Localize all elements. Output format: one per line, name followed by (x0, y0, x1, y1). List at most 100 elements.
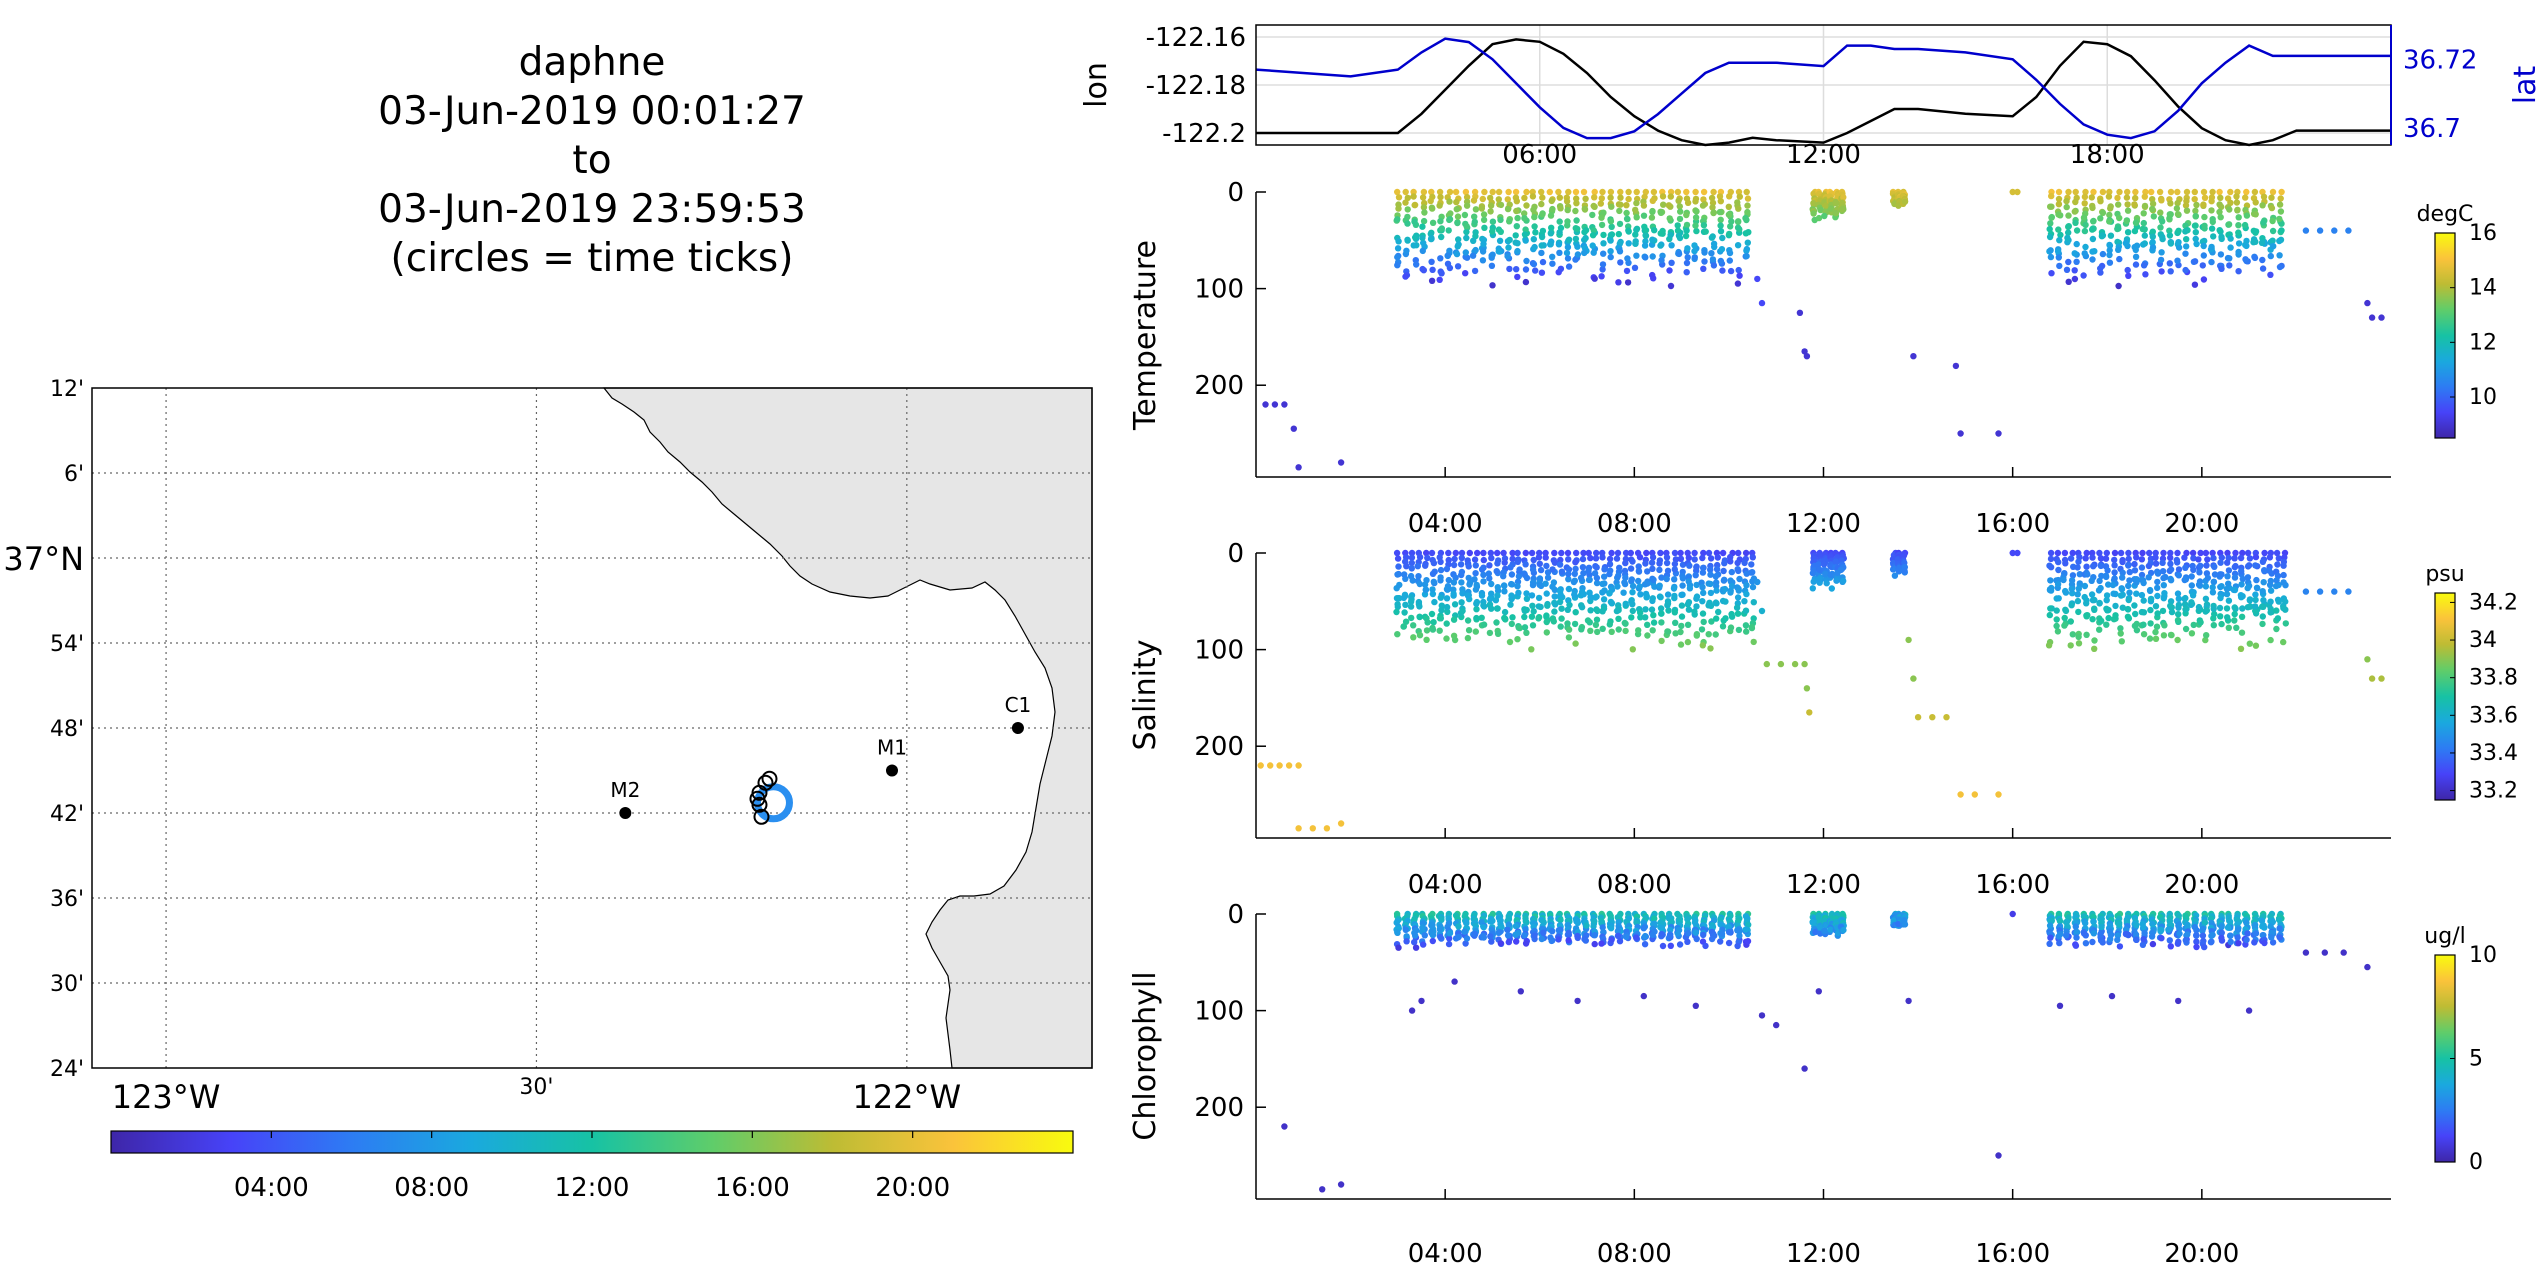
chlorophyll-point (1471, 931, 1479, 938)
chlorophyll-point (1498, 923, 1505, 931)
temperature-point (2159, 218, 2166, 225)
salinity-point (1620, 589, 1627, 596)
chlorophyll-point (1736, 932, 1743, 939)
salinity-point (2088, 591, 2096, 598)
temperature-point (1455, 241, 1462, 248)
salinity-point (1472, 628, 1480, 635)
salinity-point (1464, 634, 1472, 642)
temperature-point (2132, 261, 2140, 268)
temperature-point (2131, 201, 2138, 208)
temperature-point (1532, 267, 1539, 274)
salinity-point (2145, 562, 2153, 570)
map-lat-tick-label: 30' (50, 972, 84, 997)
salinity-colorbar-tick-label: 34 (2469, 628, 2497, 653)
salinity-point (2196, 569, 2203, 576)
chlorophyll-point (1436, 926, 1444, 933)
chlorophyll-point (2082, 940, 2090, 947)
temperature-point (1471, 188, 1479, 196)
salinity-axis-label: Salinity (1128, 640, 1163, 751)
salinity-point (2244, 574, 2252, 581)
salinity-point (2147, 595, 2155, 603)
chlorophyll-point (1394, 929, 1401, 936)
salinity-point (1713, 587, 1720, 594)
chlorophyll-point (2115, 921, 2123, 928)
salinity-point (1523, 590, 1530, 597)
salinity-point (2188, 573, 2195, 580)
salinity-point (1436, 627, 1443, 634)
temperature-point (2114, 194, 2121, 202)
salinity-point (1693, 593, 1701, 600)
chlorophyll-point (1616, 938, 1624, 945)
title-line-1: daphne (519, 40, 666, 85)
temperature-point (2055, 211, 2062, 218)
temperature-point (1395, 205, 1402, 212)
temperature-point (1692, 214, 1700, 221)
salinity-point (1741, 598, 1748, 605)
salinity-point (2209, 584, 2216, 591)
temperature-point (2267, 252, 2274, 260)
chlorophyll-point (1693, 935, 1700, 943)
salinity-point (1459, 590, 1466, 597)
salinity-point (1566, 601, 1573, 609)
temperature-point (2158, 197, 2165, 204)
temperature-point (1582, 195, 1589, 202)
salinity-point (1480, 578, 1487, 585)
temperature-point (1743, 188, 1750, 196)
temperature-point (1488, 262, 1496, 269)
temperature-point (1677, 208, 1684, 215)
temperature-point (1489, 218, 1497, 225)
salinity-point (2217, 613, 2224, 620)
salinity-point (2102, 555, 2110, 562)
temperature-point (1642, 188, 1650, 196)
salinity-point (1691, 611, 1698, 618)
salinity-point (1530, 608, 1537, 615)
salinity-point (2154, 592, 2161, 600)
temperature-point (1429, 219, 1437, 226)
salinity-point (1593, 574, 1601, 582)
chlorophyll-point (2149, 940, 2157, 948)
temperature-point (1633, 214, 1640, 221)
salinity-point (1658, 637, 1665, 645)
salinity-point (2231, 555, 2238, 562)
temperature-point (2149, 200, 2157, 207)
salinity-point (2160, 574, 2167, 582)
salinity-point (2091, 605, 2098, 612)
salinity-point (1514, 558, 1522, 565)
chlorophyll-point (1548, 937, 1555, 945)
salinity-point (2097, 562, 2105, 570)
salinity-point (2280, 638, 2287, 646)
salinity-point (2188, 582, 2195, 589)
temperature-point (1701, 249, 1708, 256)
temperature-point (2200, 276, 2208, 283)
temperature-point (2056, 237, 2063, 244)
salinity-point (2067, 642, 2074, 649)
temperature-point (1607, 194, 1614, 201)
salinity-point (1629, 607, 1637, 615)
temperature-point (1481, 188, 1488, 196)
temperature-point (2124, 201, 2131, 208)
temperature-point (1512, 232, 1519, 239)
temperature-point (2250, 239, 2257, 246)
temperature-point (2278, 188, 2285, 196)
temperature-point (1522, 237, 1529, 244)
salinity-point (1529, 602, 1536, 609)
temperature-point (1428, 235, 1435, 243)
salinity-point (1551, 593, 1558, 600)
temperature-point (2114, 238, 2121, 246)
salinity-point (1443, 635, 1450, 642)
temperature-point (2278, 227, 2285, 234)
chlorophyll-point (2199, 932, 2207, 939)
temperature-point (1555, 241, 1563, 248)
temperature-point (2141, 226, 2148, 233)
temperature-point (2191, 281, 2199, 288)
temperature-point (1625, 240, 1632, 247)
salinity-point (1480, 549, 1487, 557)
chlorophyll-colorbar-label: ug/l (2424, 924, 2465, 949)
chlorophyll-point (1438, 916, 1445, 923)
salinity-point (2054, 581, 2062, 588)
salinity-point (2266, 554, 2274, 561)
temperature-point (2235, 222, 2242, 229)
temperature-point (2235, 229, 2242, 236)
salinity-point (1705, 631, 1712, 638)
chlorophyll-point (2046, 940, 2053, 947)
